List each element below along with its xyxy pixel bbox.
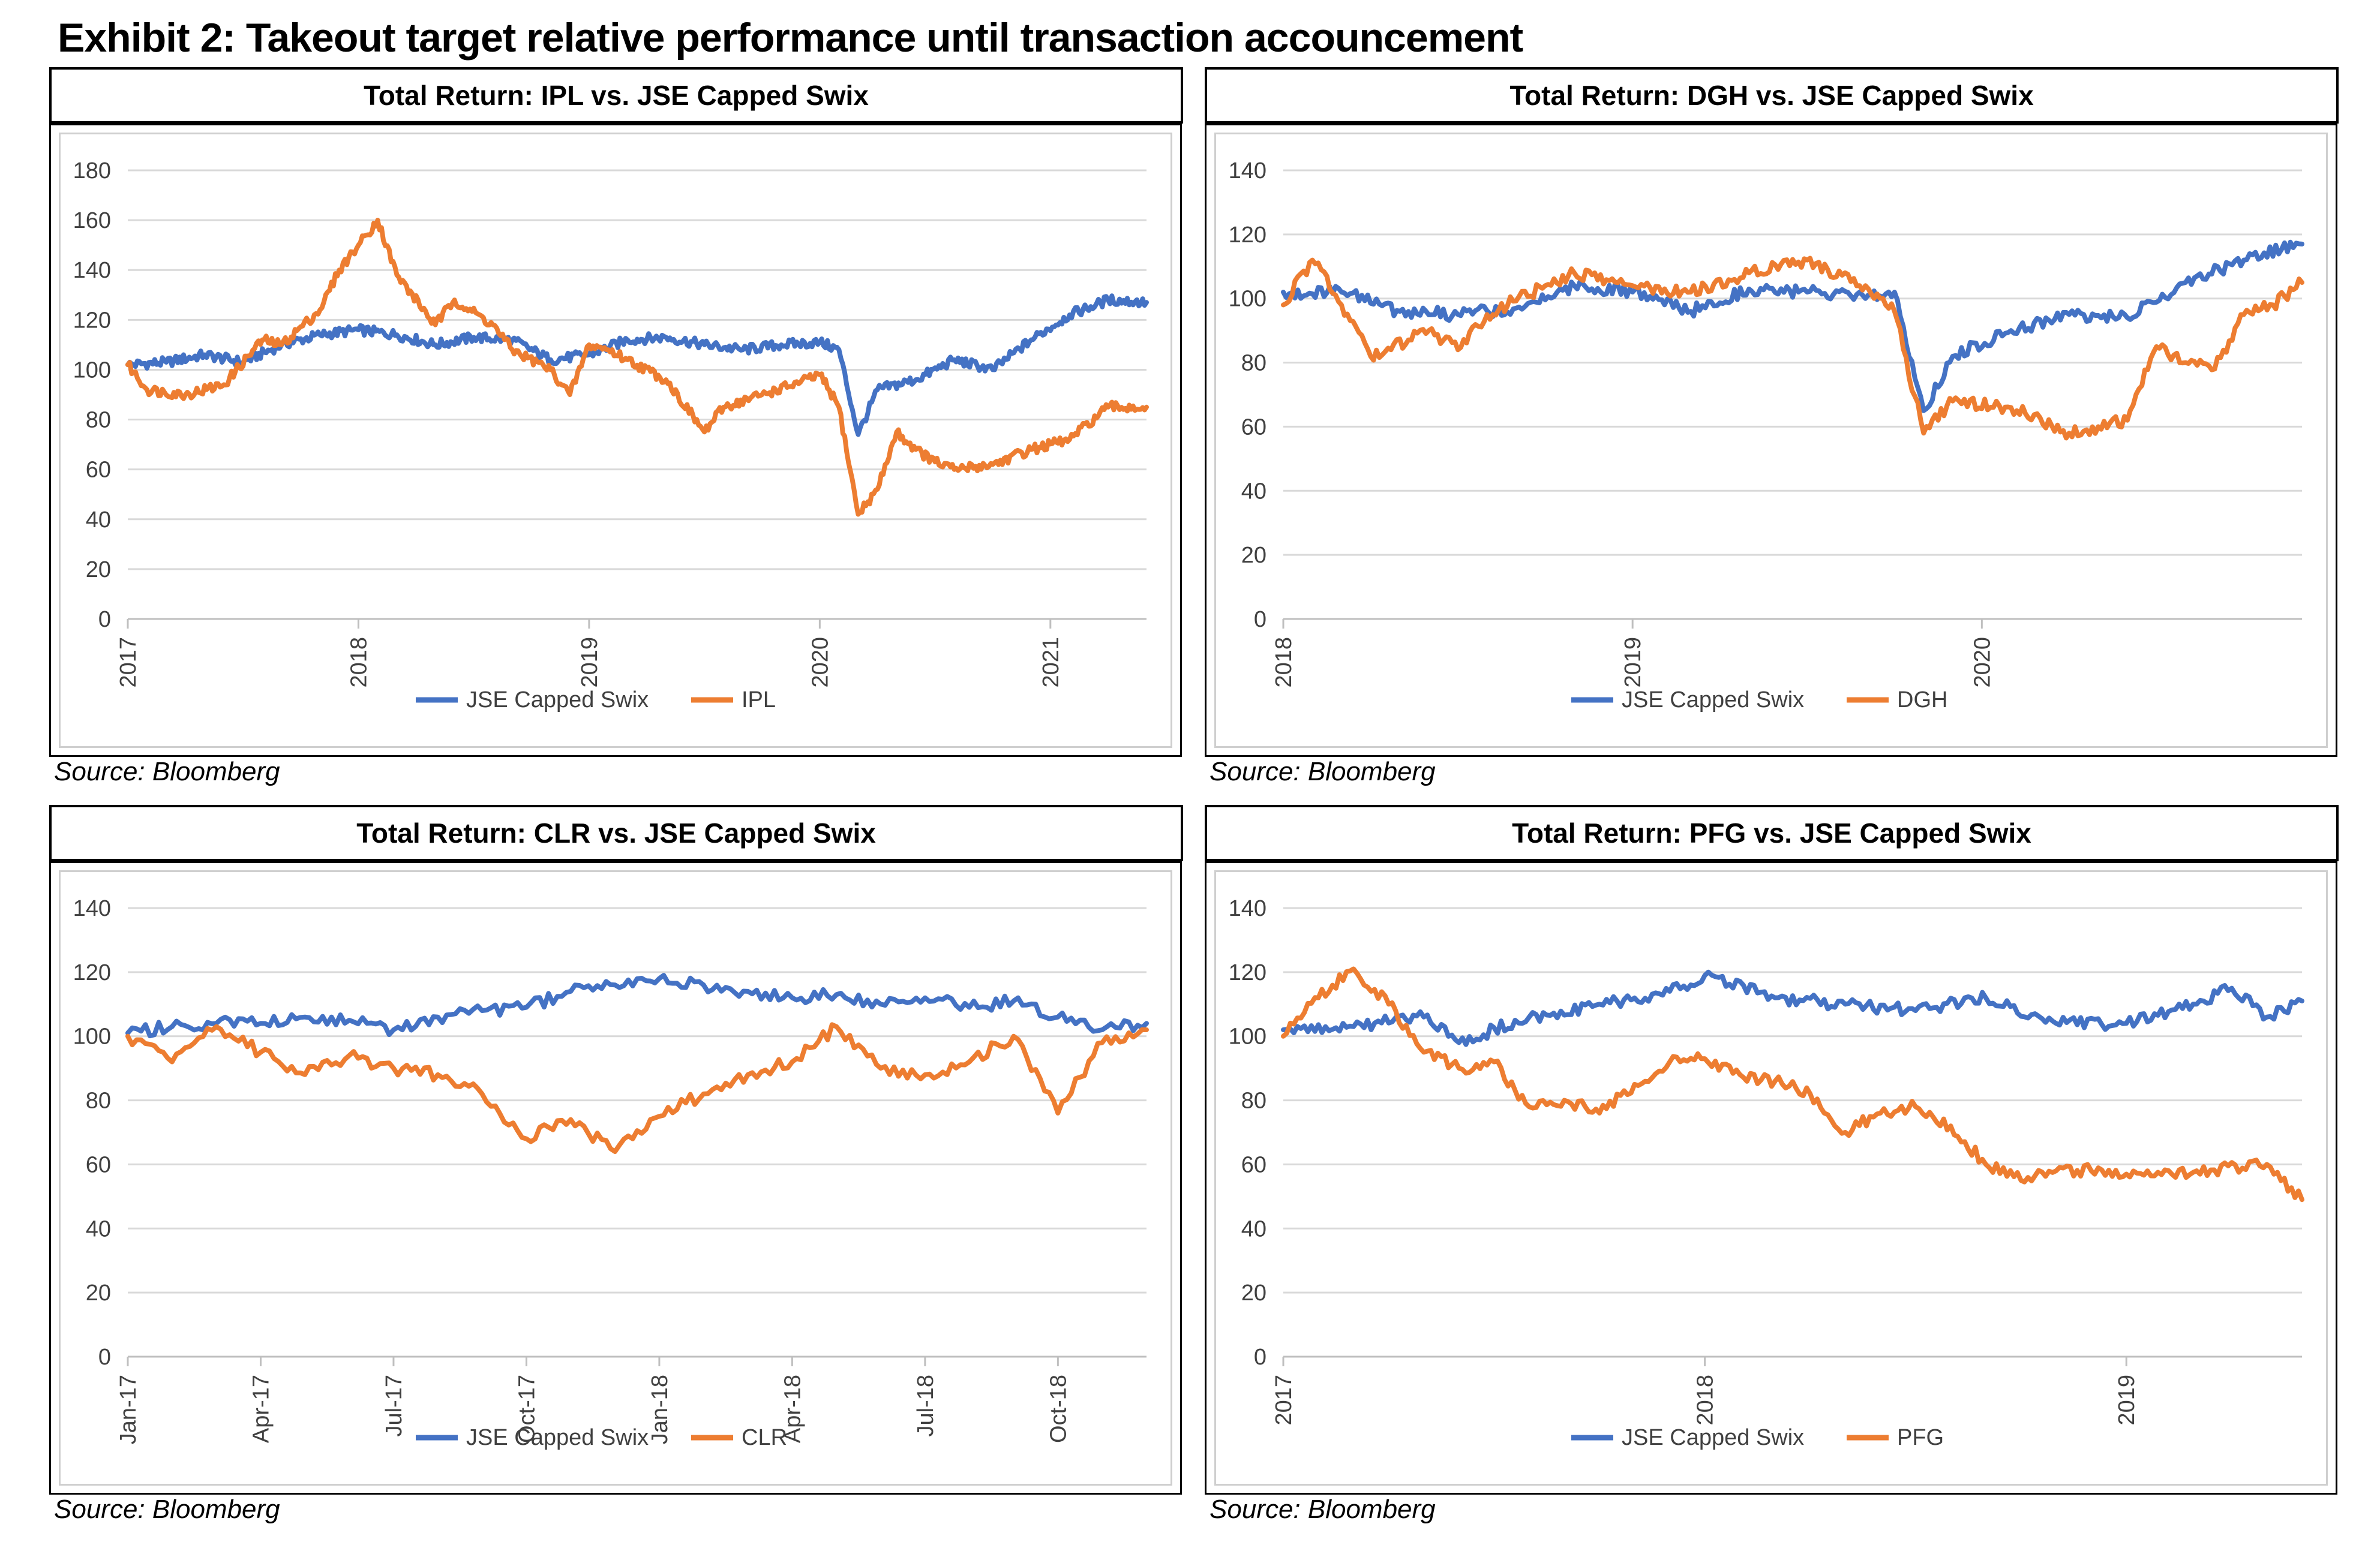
line-chart: 0 20 40 60 80 100 120 140 Jan-17 Apr-17 Jul-17 Oct-… xyxy=(73,896,1149,1450)
x-tick-label: 2017 xyxy=(1271,1375,1296,1426)
legend-label: IPL xyxy=(742,687,776,713)
y-tick-label: 160 xyxy=(73,208,111,233)
legend-label: PFG xyxy=(1897,1425,1944,1450)
x-tick-label: Jul-18 xyxy=(913,1375,938,1437)
y-tick-label: 0 xyxy=(1254,1345,1266,1370)
x-tick-label: Apr-17 xyxy=(248,1375,274,1443)
y-tick-label: 80 xyxy=(1241,1089,1266,1114)
y-tick-label: 140 xyxy=(73,896,111,921)
y-tick-label: 40 xyxy=(86,507,111,533)
source-note: Source: Bloomberg xyxy=(1209,1495,1436,1524)
series-line xyxy=(1281,239,2304,413)
y-tick-label: 40 xyxy=(86,1216,111,1242)
y-tick-label: 140 xyxy=(1229,158,1266,184)
exhibit-title: Exhibit 2: Takeout target relative perfo… xyxy=(58,15,1523,61)
legend-label: JSE Capped Swix xyxy=(466,1425,649,1450)
x-tick-label: Jul-17 xyxy=(382,1375,407,1437)
legend-label: JSE Capped Swix xyxy=(1622,687,1804,713)
chart-title: Total Return: DGH vs. JSE Capped Swix xyxy=(1205,67,2339,124)
y-tick-label: 20 xyxy=(1241,1281,1266,1306)
x-tick-label: 2020 xyxy=(808,637,833,688)
chart-frame: 0 20 40 60 80 100 120 140 2017 2018 2019 JSE Capped… xyxy=(1205,861,2337,1495)
x-tick-label: 2019 xyxy=(577,637,602,688)
chart-title: Total Return: CLR vs. JSE Capped Swix xyxy=(49,805,1183,861)
y-tick-label: 80 xyxy=(86,408,111,433)
y-tick-label: 0 xyxy=(1254,607,1266,632)
x-tick-label: 2018 xyxy=(1693,1375,1718,1426)
legend-label: JSE Capped Swix xyxy=(1622,1425,1804,1450)
y-tick-label: 20 xyxy=(86,557,111,582)
source-note: Source: Bloomberg xyxy=(54,1495,280,1524)
y-tick-label: 0 xyxy=(98,607,111,632)
chart-frame: 0 20 40 60 80 100 120 140 2018 2019 2020 JSE Capped… xyxy=(1205,124,2337,757)
x-tick-label: 2018 xyxy=(1271,637,1296,688)
y-tick-label: 60 xyxy=(1241,1152,1266,1177)
y-tick-label: 120 xyxy=(1229,960,1266,985)
y-tick-label: 120 xyxy=(1229,223,1266,248)
y-tick-label: 180 xyxy=(73,158,111,184)
y-tick-label: 100 xyxy=(1229,287,1266,312)
legend-label: DGH xyxy=(1897,687,1947,713)
y-tick-label: 20 xyxy=(86,1281,111,1306)
series-line xyxy=(1281,966,2304,1203)
y-tick-label: 20 xyxy=(1241,543,1266,568)
x-tick-label: 2018 xyxy=(346,637,371,688)
y-tick-label: 100 xyxy=(73,357,111,383)
y-tick-label: 60 xyxy=(86,1152,111,1177)
source-note: Source: Bloomberg xyxy=(54,757,280,786)
chart-title: Total Return: PFG vs. JSE Capped Swix xyxy=(1205,805,2339,861)
series-line xyxy=(1281,256,2304,441)
series-line xyxy=(125,973,1149,1039)
x-tick-label: 2017 xyxy=(116,637,141,688)
y-tick-label: 0 xyxy=(98,1345,111,1370)
y-tick-label: 80 xyxy=(1241,351,1266,376)
y-tick-label: 40 xyxy=(1241,479,1266,504)
chart-frame: 0 20 40 60 80 100 120 140 Jan-17 Apr-17 Jul-17 Oct-… xyxy=(49,861,1182,1495)
y-tick-label: 100 xyxy=(73,1024,111,1050)
y-tick-label: 60 xyxy=(1241,414,1266,440)
series-line xyxy=(125,1022,1149,1155)
y-tick-label: 120 xyxy=(73,308,111,333)
x-tick-label: Oct-17 xyxy=(514,1375,539,1443)
line-chart: 0 20 40 60 80 100 120 140 2018 2019 2020 JSE Capped… xyxy=(1229,158,2304,713)
x-tick-label: Jan-17 xyxy=(116,1375,141,1444)
y-tick-label: 140 xyxy=(1229,896,1266,921)
chart-title: Total Return: IPL vs. JSE Capped Swix xyxy=(49,67,1183,124)
x-tick-label: Apr-18 xyxy=(780,1375,805,1443)
y-tick-label: 60 xyxy=(86,458,111,483)
series-line xyxy=(125,218,1149,517)
series-line xyxy=(1281,969,2304,1047)
line-chart: 0 20 40 60 80 100 120 140 2017 2018 2019 JSE Capped… xyxy=(1229,896,2304,1450)
chart-frame: 0 20 40 60 80 100 120 140 160 180 2017 2018 2019 2020… xyxy=(49,124,1182,757)
x-tick-label: Oct-18 xyxy=(1046,1375,1071,1443)
x-tick-label: 2021 xyxy=(1039,637,1064,688)
y-tick-label: 40 xyxy=(1241,1216,1266,1242)
y-tick-label: 80 xyxy=(86,1089,111,1114)
legend-label: CLR xyxy=(742,1425,787,1450)
y-tick-label: 100 xyxy=(1229,1024,1266,1050)
x-tick-label: Jan-18 xyxy=(647,1375,673,1444)
line-chart: 0 20 40 60 80 100 120 140 160 180 2017 2018 2019 2020… xyxy=(73,158,1149,713)
y-tick-label: 140 xyxy=(73,258,111,283)
y-tick-label: 120 xyxy=(73,960,111,985)
source-note: Source: Bloomberg xyxy=(1209,757,1436,786)
legend-label: JSE Capped Swix xyxy=(466,687,649,713)
x-tick-label: 2019 xyxy=(2114,1375,2139,1426)
x-tick-label: 2020 xyxy=(1970,637,1995,688)
x-tick-label: 2019 xyxy=(1620,637,1646,688)
series-line xyxy=(125,293,1149,437)
